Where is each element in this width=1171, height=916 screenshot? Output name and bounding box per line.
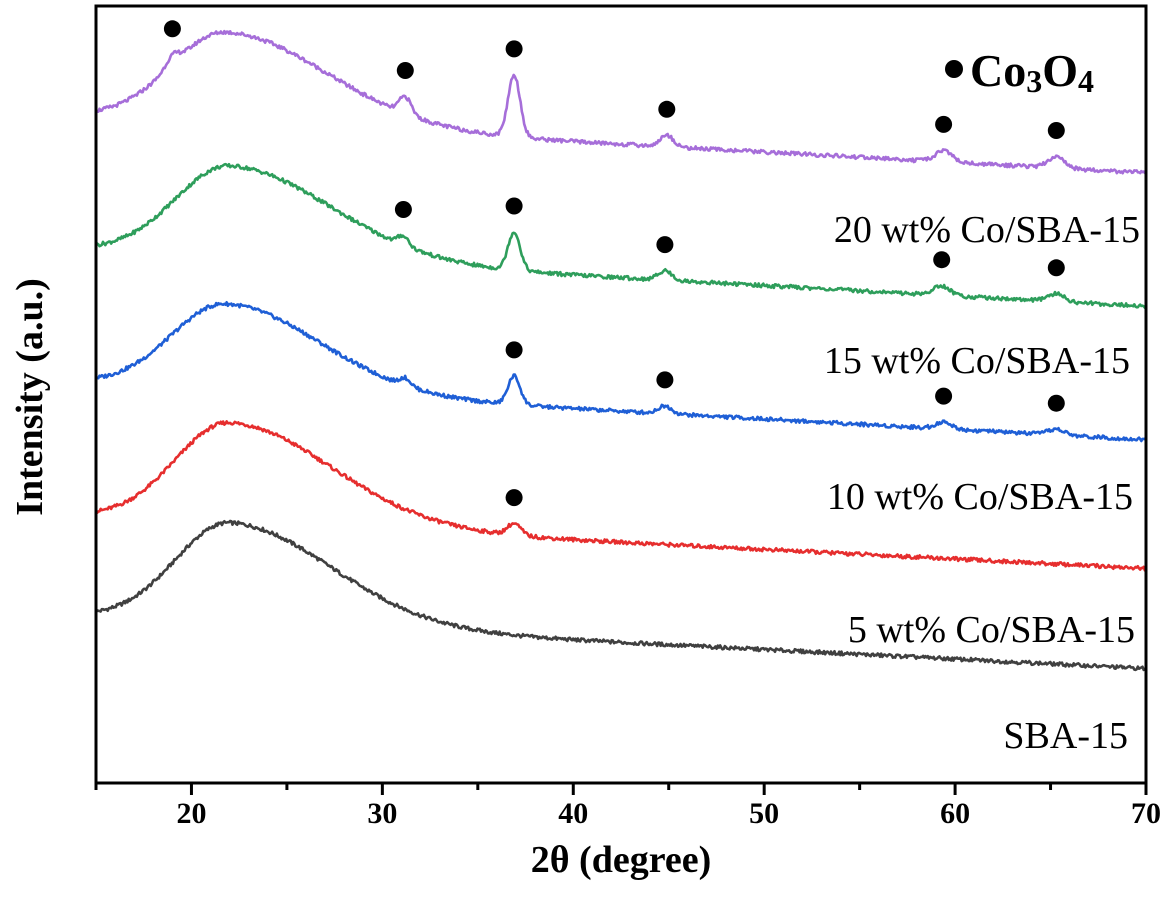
peak-marker-layer <box>163 20 1065 507</box>
legend-formula-part: O <box>1042 45 1078 96</box>
peak-marker <box>394 201 412 218</box>
peak-marker <box>505 40 523 58</box>
series-line <box>95 29 1147 175</box>
peak-marker <box>505 489 523 507</box>
series-label: 5 wt% Co/SBA-15 <box>848 609 1135 651</box>
peak-marker <box>1047 122 1065 139</box>
peak-marker <box>656 236 674 254</box>
legend: Co3O4 <box>945 45 1094 99</box>
x-tick-label: 40 <box>558 797 588 830</box>
series-label: 20 wt% Co/SBA-15 <box>834 209 1140 251</box>
series-line <box>94 162 1148 310</box>
series-labels: SBA-15 5 wt% Co/SBA-15 10 wt% Co/SBA-15 15 … <box>824 209 1140 757</box>
peak-marker <box>1047 259 1065 277</box>
series-line <box>95 300 1148 443</box>
legend-formula-part: 3 <box>1026 63 1042 99</box>
y-axis-title: Intensity (a.u.) <box>9 278 51 516</box>
legend-label: Co3O4 <box>970 45 1094 99</box>
peak-marker <box>935 387 953 405</box>
x-tick-label: 60 <box>940 797 970 830</box>
series-label: SBA-15 <box>1003 715 1128 757</box>
x-axis-title: 2θ (degree) <box>531 839 712 881</box>
peak-marker <box>505 341 523 359</box>
series-label: 10 wt% Co/SBA-15 <box>827 476 1133 518</box>
peak-marker <box>658 100 676 118</box>
legend-formula-part: 4 <box>1078 63 1094 99</box>
plot-frame <box>94 4 1148 785</box>
x-tick-label: 20 <box>176 797 206 830</box>
peak-marker <box>505 197 523 215</box>
series-layer <box>94 29 1148 672</box>
x-tick-label: 30 <box>367 797 397 830</box>
legend-marker-icon <box>945 60 963 78</box>
series-line <box>94 519 1147 672</box>
series-line <box>95 420 1148 572</box>
peak-marker <box>935 115 953 133</box>
peak-marker <box>396 62 414 79</box>
x-axis-ticks: 20 30 40 50 60 70 <box>94 783 1161 830</box>
series-label: 15 wt% Co/SBA-15 <box>824 340 1130 382</box>
x-tick-label: 70 <box>1131 797 1161 830</box>
peak-marker <box>1047 394 1065 412</box>
legend-formula-part: Co <box>970 45 1026 96</box>
peak-marker <box>163 20 181 38</box>
peak-marker <box>933 251 951 269</box>
peak-marker <box>656 371 674 389</box>
x-tick-label: 50 <box>749 797 779 830</box>
